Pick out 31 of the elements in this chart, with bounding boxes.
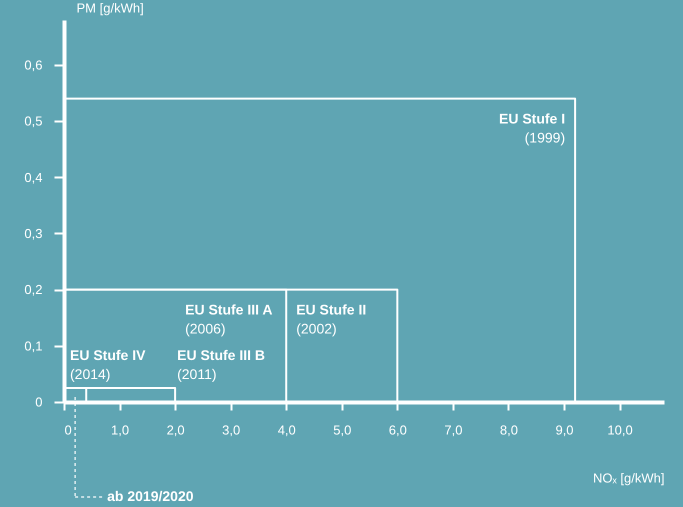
annotation: (2011) (177, 366, 217, 382)
x-tick-label: 9,0 (555, 422, 574, 438)
x-tick-label: 10,0 (607, 422, 633, 438)
x-tick-label: 5,0 (333, 422, 352, 438)
x-tick-label: 3,0 (222, 422, 240, 438)
y-tick-label: 0,1 (24, 338, 42, 354)
x-tick-label: 1,0 (111, 422, 130, 438)
x-axis-title: NOₓ [g/kWh] (593, 470, 664, 486)
series-label: EU Stufe II (296, 302, 366, 318)
x-tick-label: 2,0 (166, 422, 185, 438)
annotation: (1999) (524, 130, 566, 146)
x-tick-label: 6,0 (388, 422, 407, 438)
series-label: EU Stufe I (498, 110, 566, 127)
y-tick-label: 0 (35, 394, 42, 410)
y-tick-label: 0,2 (24, 282, 42, 298)
x-tick-label: 7,0 (444, 422, 462, 438)
x-tick-label: 0 (64, 422, 72, 438)
y-tick-label: 0,4 (24, 170, 42, 185)
series-label: EU Stufe III A (185, 302, 272, 318)
y-tick-label: 0,6 (24, 57, 42, 72)
y-axis-title: PM [g/kWh] (76, 0, 144, 16)
series-label: EU Stufe IV (70, 346, 146, 363)
annotation: (2006) (185, 320, 226, 337)
text: ab 2019/2020 (107, 488, 194, 504)
annotation: (2014) (70, 366, 110, 382)
y-tick-label: 0,3 (24, 226, 42, 241)
x-tick-label: 8,0 (500, 422, 518, 438)
annotation: (2002) (296, 320, 337, 337)
x-tick-label: 4,0 (278, 422, 296, 438)
y-tick-label: 0,5 (24, 114, 42, 129)
series-label: EU Stufe III B (177, 346, 266, 363)
